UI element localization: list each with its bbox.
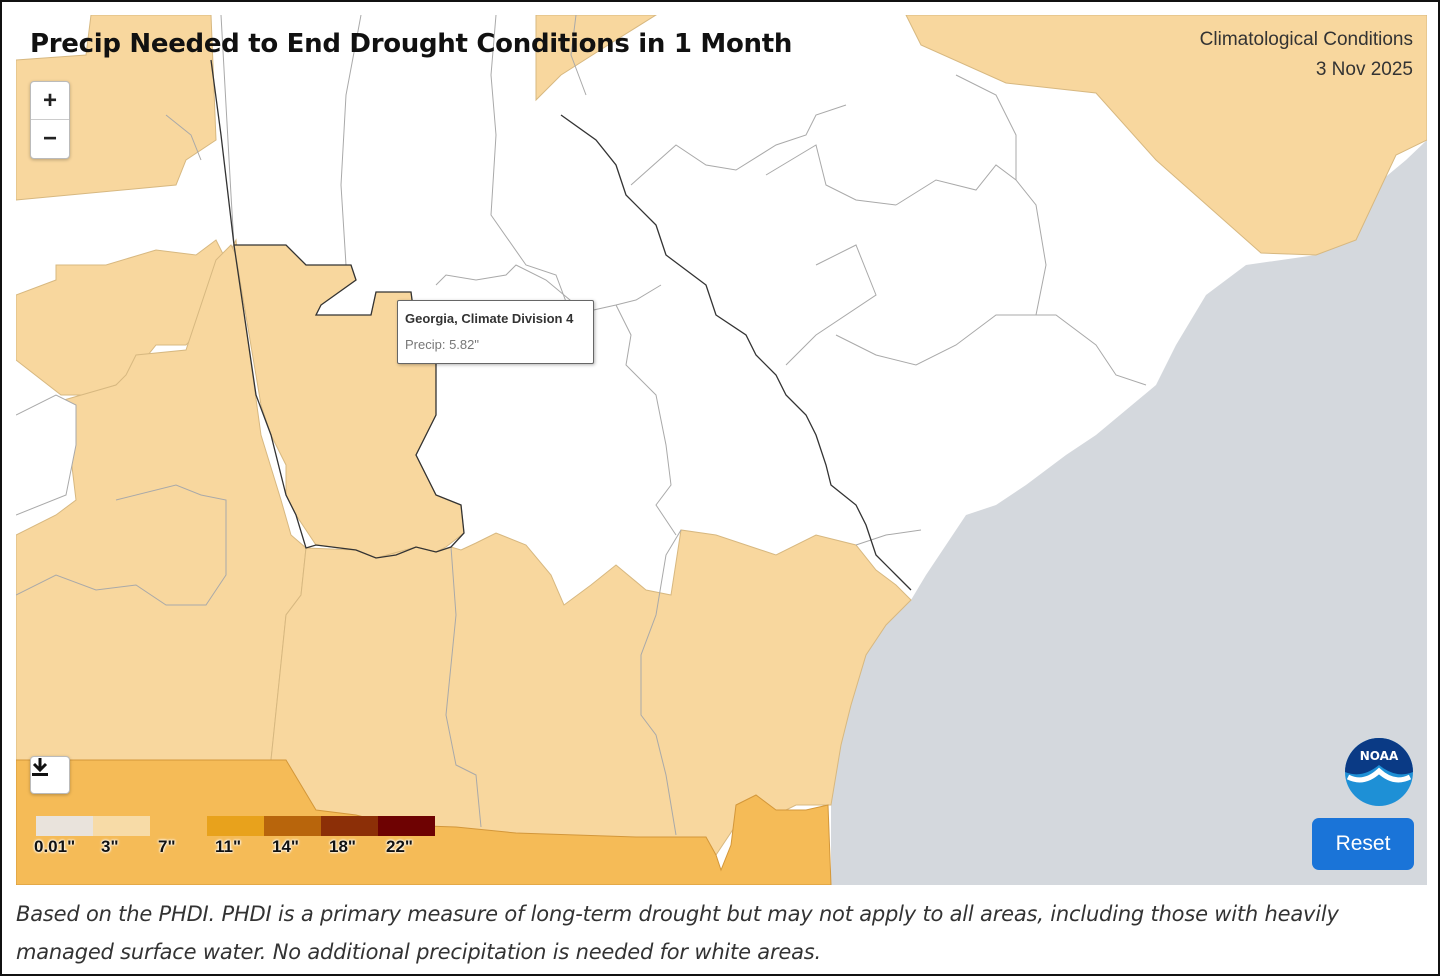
- legend-swatch: [321, 816, 378, 836]
- legend-swatch: [93, 816, 150, 836]
- legend-swatch: [36, 816, 93, 836]
- conditions-label: Climatological Conditions 3 Nov 2025: [1200, 25, 1413, 85]
- state-border-ga-sc: [560, 114, 912, 591]
- legend-label: 11": [215, 837, 242, 856]
- ocean-region: [831, 140, 1427, 885]
- zoom-control: + −: [30, 81, 70, 159]
- legend-label: 18": [329, 837, 356, 856]
- legend-swatch: [264, 816, 321, 836]
- region-tooltip: Georgia, Climate Division 4 Precip: 5.82…: [397, 300, 594, 364]
- zoom-in-button[interactable]: +: [31, 82, 69, 120]
- conditions-type: Climatological Conditions: [1199, 29, 1413, 50]
- noaa-logo: NOAA: [1344, 737, 1414, 807]
- drought-map[interactable]: Precip Needed to End Drought Conditions …: [16, 15, 1427, 885]
- zoom-out-button[interactable]: −: [42, 125, 57, 152]
- tooltip-region: Georgia, Climate Division 4: [405, 311, 574, 326]
- legend-label: 22": [386, 837, 413, 856]
- tooltip-value: Precip: 5.82": [405, 337, 479, 352]
- legend-swatch: [150, 816, 207, 836]
- region-nc-northeast: [905, 15, 1427, 256]
- legend-label: 0.01": [34, 837, 76, 856]
- legend-swatch: [207, 816, 264, 836]
- legend-swatch: [378, 816, 435, 836]
- map-caption: Based on the PHDI. PHDI is a primary mea…: [16, 902, 1339, 964]
- svg-text:NOAA: NOAA: [1360, 749, 1399, 763]
- legend-label: 7": [158, 837, 176, 856]
- conditions-date: 3 Nov 2025: [1315, 59, 1413, 80]
- map-canvas: [16, 15, 1427, 885]
- map-title: Precip Needed to End Drought Conditions …: [30, 29, 793, 59]
- state-border-al-ga: [210, 59, 465, 559]
- legend-label: 14": [272, 837, 299, 856]
- region-nc-northwest: [535, 15, 657, 102]
- legend-label: 3": [101, 837, 119, 856]
- region-al-central: [16, 244, 307, 761]
- reset-button[interactable]: Reset: [1312, 818, 1414, 870]
- download-button[interactable]: [30, 756, 70, 794]
